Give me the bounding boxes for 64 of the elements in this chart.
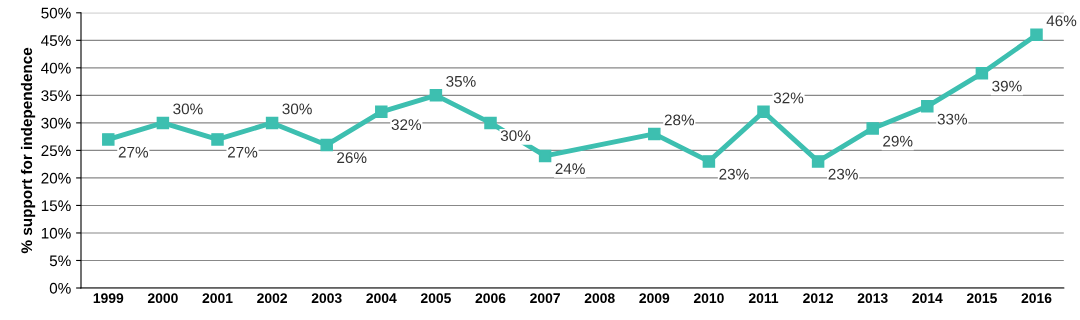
data-label: 29% — [883, 135, 913, 147]
y-tick-label: 45% — [41, 35, 71, 47]
data-label: 32% — [391, 119, 422, 131]
x-tick-label: 2003 — [311, 293, 342, 304]
data-label: 26% — [337, 152, 367, 164]
data-label: 23% — [828, 168, 858, 180]
point — [1030, 28, 1043, 42]
y-tick-label: 15% — [41, 200, 71, 212]
x-tick-label: 2014 — [912, 293, 943, 304]
x-tick-label: 2011 — [748, 293, 779, 304]
x-tick-label: 2001 — [202, 293, 233, 304]
y-tick-label: 35% — [41, 90, 71, 102]
y-axis-title: % support for independence — [20, 47, 36, 254]
data-label: 35% — [446, 75, 476, 87]
data-label: 24% — [555, 163, 585, 175]
data-label: 27% — [118, 146, 149, 158]
point — [811, 155, 825, 168]
x-tick-label: 2010 — [693, 293, 724, 304]
point — [866, 122, 879, 135]
y-tick-label: 25% — [41, 145, 71, 157]
y-tick-label: 40% — [41, 62, 71, 74]
x-tick-label: 2015 — [966, 293, 997, 304]
point — [538, 149, 552, 163]
y-tick-label: 20% — [41, 172, 71, 184]
x-tick-label: 2012 — [803, 293, 833, 304]
x-tick-label: 2004 — [366, 293, 397, 304]
data-label: 30% — [500, 130, 531, 142]
point — [375, 105, 388, 119]
point — [102, 133, 115, 146]
x-tick-label: 2007 — [530, 293, 560, 304]
y-tick-label: 10% — [41, 227, 71, 239]
x-tick-label: 1999 — [93, 293, 124, 304]
data-label: 30% — [282, 103, 312, 115]
x-tick-label: 2006 — [475, 293, 506, 304]
x-tick-label: 2008 — [584, 293, 615, 304]
point — [921, 100, 934, 113]
x-tick-label: 2016 — [1021, 293, 1052, 304]
point — [757, 105, 770, 119]
x-tick-label: 2000 — [147, 293, 178, 304]
y-tick-label: 0% — [49, 282, 71, 294]
point — [211, 133, 224, 146]
point — [484, 116, 497, 130]
x-tick-label: 2005 — [420, 293, 451, 304]
point — [975, 67, 989, 80]
point — [429, 89, 443, 102]
data-label: 28% — [664, 114, 695, 126]
y-tick-label: 50% — [41, 7, 71, 19]
point — [702, 155, 716, 168]
data-label: 30% — [173, 103, 203, 115]
y-tick-label: 30% — [41, 117, 71, 129]
point — [265, 116, 279, 130]
data-label: 32% — [773, 92, 804, 104]
x-tick-label: 2009 — [639, 293, 670, 304]
data-label: 33% — [937, 113, 968, 125]
x-tick-label: 2013 — [857, 293, 888, 304]
data-label: 46% — [1046, 15, 1077, 27]
point — [156, 116, 170, 130]
data-label: 23% — [719, 168, 749, 180]
point — [648, 127, 661, 141]
y-tick-label: 5% — [49, 255, 71, 267]
x-tick-label: 2002 — [257, 293, 287, 304]
point — [320, 138, 333, 152]
data-label: 27% — [227, 146, 258, 158]
data-label: 39% — [992, 80, 1022, 92]
